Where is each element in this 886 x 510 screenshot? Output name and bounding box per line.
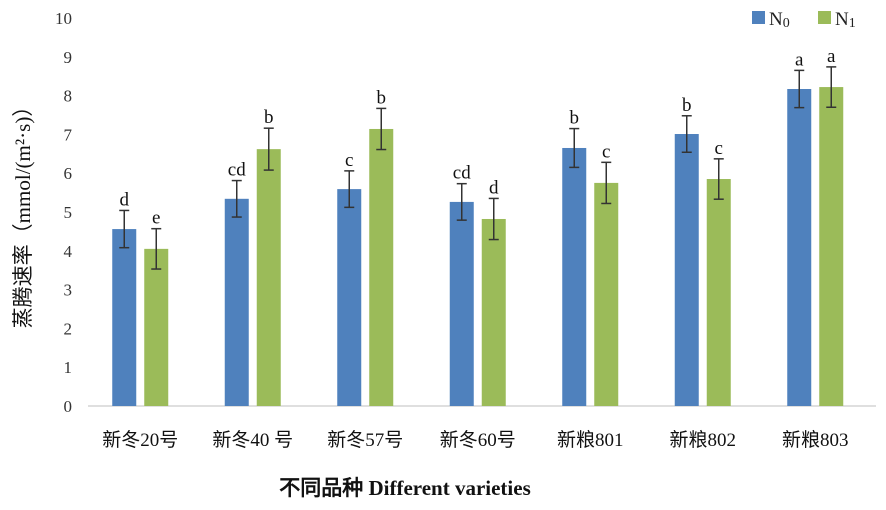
x-tick-label: 新粮802	[669, 429, 736, 451]
x-tick-label: 新粮801	[557, 429, 624, 451]
bar-N1	[144, 248, 169, 406]
significance-label: b	[377, 87, 387, 108]
significance-label: b	[264, 107, 274, 128]
y-tick-label: 8	[64, 87, 73, 106]
significance-label: d	[489, 177, 499, 198]
legend-label-N1: N1	[835, 9, 856, 31]
bar-N0	[449, 201, 474, 406]
y-tick-label: 5	[64, 203, 73, 222]
significance-label: a	[827, 46, 836, 67]
bar-N1	[594, 182, 619, 406]
bar-N1	[369, 128, 394, 406]
bar-N1	[256, 149, 281, 407]
bar-N0	[562, 147, 587, 407]
significance-label: e	[152, 208, 160, 229]
significance-label: cd	[453, 163, 471, 184]
y-tick-label: 2	[64, 319, 73, 338]
legend-swatch-N0	[752, 11, 765, 24]
y-tick-label: 3	[64, 281, 73, 300]
bar-N1	[819, 87, 844, 407]
legend-label-N0: N0	[769, 9, 790, 31]
y-tick-label: 10	[55, 9, 72, 28]
x-tick-label: 新冬57号	[327, 429, 403, 451]
bar-N0	[674, 134, 699, 406]
significance-label: c	[602, 141, 610, 162]
y-tick-label: 9	[64, 48, 73, 67]
y-tick-label: 0	[64, 397, 73, 416]
x-tick-label: 新冬40 号	[212, 429, 293, 451]
significance-label: a	[795, 49, 804, 70]
bar-N0	[112, 229, 137, 406]
y-tick-label: 4	[64, 242, 73, 261]
significance-label: b	[570, 108, 580, 129]
bar-N0	[787, 89, 812, 406]
x-tick-label: 新冬60号	[440, 429, 516, 451]
bar-N1	[706, 179, 731, 406]
significance-label: cd	[228, 160, 246, 181]
y-tick-label: 6	[64, 164, 73, 183]
x-tick-label: 新粮803	[782, 429, 849, 451]
y-tick-label: 1	[64, 358, 73, 377]
x-tick-label: 新冬20号	[102, 429, 178, 451]
significance-label: b	[682, 95, 692, 116]
legend-swatch-N1	[818, 11, 831, 24]
significance-label: c	[715, 138, 723, 159]
x-axis-label: 不同品种 Different varieties	[279, 476, 531, 500]
significance-label: c	[345, 150, 353, 171]
bar-N1	[481, 218, 506, 406]
bar-N0	[224, 198, 249, 406]
significance-label: d	[120, 189, 130, 210]
y-tick-label: 7	[64, 125, 73, 144]
bar-N0	[337, 189, 362, 406]
y-axis-label: 蒸腾速率（mmol/(m²·s)）	[11, 96, 35, 329]
